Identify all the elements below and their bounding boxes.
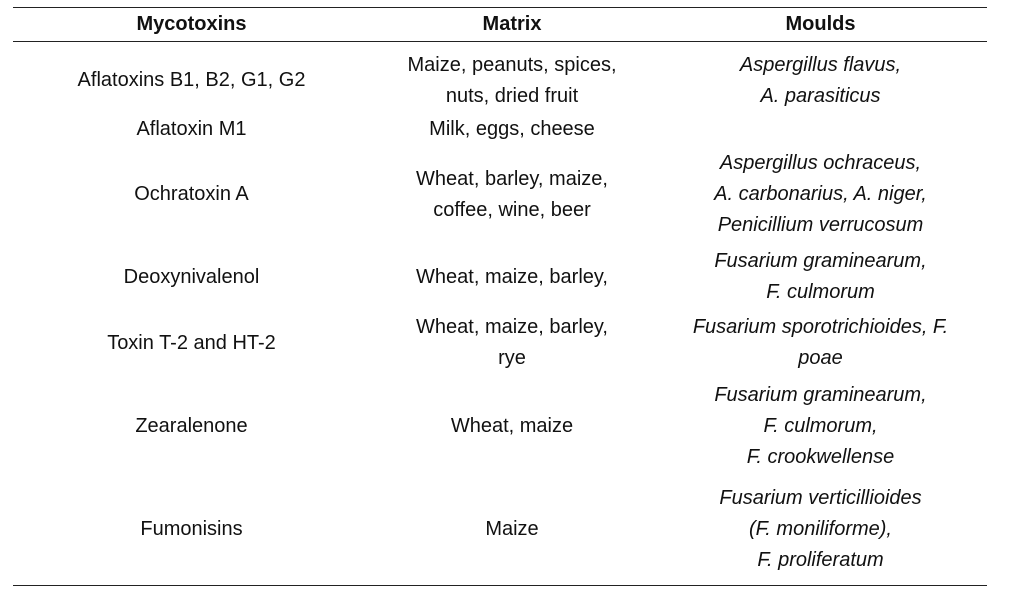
cell-mycotoxin: Fumonisins <box>140 517 243 540</box>
table-top-rule <box>13 7 987 8</box>
cell-matrix: Milk, eggs, cheese <box>429 117 595 140</box>
table-row: Ochratoxin A Wheat, barley, maize, coffe… <box>13 145 987 244</box>
table-bottom-rule <box>13 585 987 586</box>
table-row: Toxin T-2 and HT-2 Wheat, maize, barley,… <box>13 310 987 376</box>
cell-moulds: Fusarium verticillioides (F. moniliforme… <box>719 486 922 571</box>
cell-mycotoxin: Aflatoxin M1 <box>136 117 247 140</box>
cell-mycotoxin: Zearalenone <box>135 415 248 437</box>
table-row: Zearalenone Wheat, maize Fusarium gramin… <box>13 376 987 477</box>
cell-matrix: Wheat, maize, barley, <box>416 265 608 288</box>
cell-matrix: Maize, peanuts, spices, nuts, dried frui… <box>407 53 617 107</box>
table-body: Aflatoxins B1, B2, G1, G2 Maize, peanuts… <box>13 48 987 581</box>
table-header-row: Mycotoxins Matrix Moulds <box>13 9 987 40</box>
table-row: Deoxynivalenol Wheat, maize, barley, Fus… <box>13 244 987 310</box>
cell-mycotoxin: Ochratoxin A <box>134 183 249 205</box>
cell-mycotoxin: Deoxynivalenol <box>123 265 260 288</box>
cell-moulds: Fusarium graminearum, F. culmorum <box>714 250 927 303</box>
cell-matrix: Wheat, maize, barley, rye <box>416 316 608 369</box>
cell-matrix: Wheat, barley, maize, coffee, wine, beer <box>416 167 608 221</box>
cell-matrix: Maize <box>485 517 539 540</box>
cell-moulds: Aspergillus flavus, A. parasiticus <box>739 53 902 107</box>
table-row: Aflatoxin M1 Milk, eggs, cheese <box>13 113 987 145</box>
cell-moulds: Aspergillus ochraceus, A. carbonarius, A… <box>714 152 927 236</box>
cell-moulds: Fusarium graminearum, F. culmorum, F. cr… <box>714 384 927 468</box>
table-row: Aflatoxins B1, B2, G1, G2 Maize, peanuts… <box>13 48 987 113</box>
header-moulds: Moulds <box>785 13 856 35</box>
header-matrix: Matrix <box>482 13 542 35</box>
cell-matrix: Wheat, maize <box>450 415 574 437</box>
table-header-rule <box>13 41 987 42</box>
cell-mycotoxin: Aflatoxins B1, B2, G1, G2 <box>77 69 306 91</box>
cell-mycotoxin: Toxin T-2 and HT-2 <box>107 331 276 354</box>
cell-moulds: Fusarium sporotrichioides, F. poae <box>692 316 949 369</box>
header-mycotoxins: Mycotoxins <box>136 13 247 35</box>
table-row: Fumonisins Maize Fusarium verticillioide… <box>13 477 987 581</box>
